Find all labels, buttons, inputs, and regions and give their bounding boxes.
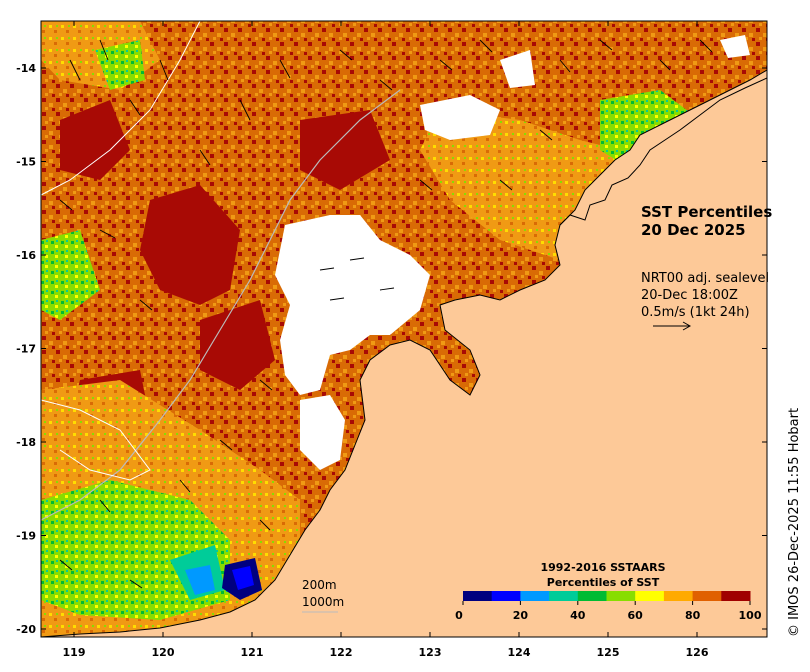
sst-field [41, 21, 767, 637]
current-info-line3: 0.5m/s (1kt 24h) [641, 305, 750, 320]
colorbar-swatch [463, 591, 493, 601]
current-info-line2: 20-Dec 18:00Z [641, 288, 738, 303]
current-info-line1: NRT00 adj. sealevel [641, 271, 769, 286]
coastline-detail [559, 77, 767, 226]
cloud-mask [500, 50, 535, 88]
hot-region [200, 300, 275, 390]
cool-region [95, 40, 145, 90]
land-mainland [41, 69, 767, 637]
colorbar-tick-label: 60 [628, 609, 644, 622]
lat-tick-label: -18 [16, 436, 36, 449]
hot-region [60, 100, 130, 180]
colorbar-swatch [692, 591, 722, 601]
lat-tick-label: -19 [16, 530, 36, 543]
cool-region [185, 565, 215, 595]
lon-axis: 119 120 121 122 123 124 125 126 [63, 21, 709, 659]
hot-region [300, 110, 390, 190]
colorbar-swatch [606, 591, 636, 601]
map-title-line2: 20 Dec 2025 [641, 221, 746, 239]
lon-tick-label: 119 [63, 646, 86, 659]
colorbar-tick-label: 40 [570, 609, 586, 622]
colorbar-swatch [520, 591, 550, 601]
lon-tick-label: 123 [419, 646, 442, 659]
lat-axis: -14 -15 -16 -17 -18 -19 -20 [16, 62, 767, 636]
cool-region [41, 230, 100, 320]
colorbar-tick-label: 0 [455, 609, 463, 622]
colorbar-swatch [721, 591, 751, 601]
colorbar [463, 591, 751, 601]
colorbar-swatch [549, 591, 579, 601]
contour-legend-1000m: 1000m [302, 595, 344, 609]
current-vectors [59, 39, 713, 589]
plot-frame [40, 20, 768, 638]
colorbar-swatch [635, 591, 665, 601]
lon-tick-label: 125 [597, 646, 620, 659]
colorbar-swatch [663, 591, 694, 601]
cloud-mask [300, 395, 345, 470]
contour-1000m [41, 399, 151, 481]
lon-tick-label: 120 [152, 646, 175, 659]
lon-tick-label: 124 [508, 646, 531, 659]
lon-tick-label: 121 [241, 646, 264, 659]
colorbar-tick-label: 80 [685, 609, 701, 622]
colorbar-tick-label: 100 [739, 609, 762, 622]
scale-arrow-icon [653, 321, 692, 331]
hot-region [140, 185, 240, 305]
contour-legend-200m: 200m [302, 578, 337, 592]
cloud-mask [420, 95, 500, 140]
colorbar-title-line1: 1992-2016 SSTAARS [540, 561, 665, 574]
cold-spot [232, 566, 254, 590]
lon-tick-label: 122 [330, 646, 353, 659]
lat-tick-label: -16 [16, 249, 36, 262]
lat-tick-label: -20 [16, 623, 36, 636]
colorbar-tick-label: 20 [513, 609, 529, 622]
lon-tick-label: 126 [686, 646, 709, 659]
colorbar-swatch [491, 591, 521, 601]
colorbar-ticks: 0 20 40 60 80 100 [455, 601, 762, 622]
cloud-mask [275, 215, 430, 395]
cloud-mask [720, 35, 750, 58]
lat-tick-label: -17 [16, 343, 36, 356]
map-title-line1: SST Percentiles [641, 203, 772, 221]
lat-tick-label: -14 [16, 62, 36, 75]
colorbar-swatch [577, 591, 607, 601]
contour-200m [41, 89, 401, 521]
lat-tick-label: -15 [16, 156, 36, 169]
contour-1000m [41, 21, 201, 196]
colorbar-title-line2: Percentiles of SST [547, 576, 660, 589]
credit-text: © IMOS 26-Dec-2025 11:55 Hobart [787, 408, 802, 637]
